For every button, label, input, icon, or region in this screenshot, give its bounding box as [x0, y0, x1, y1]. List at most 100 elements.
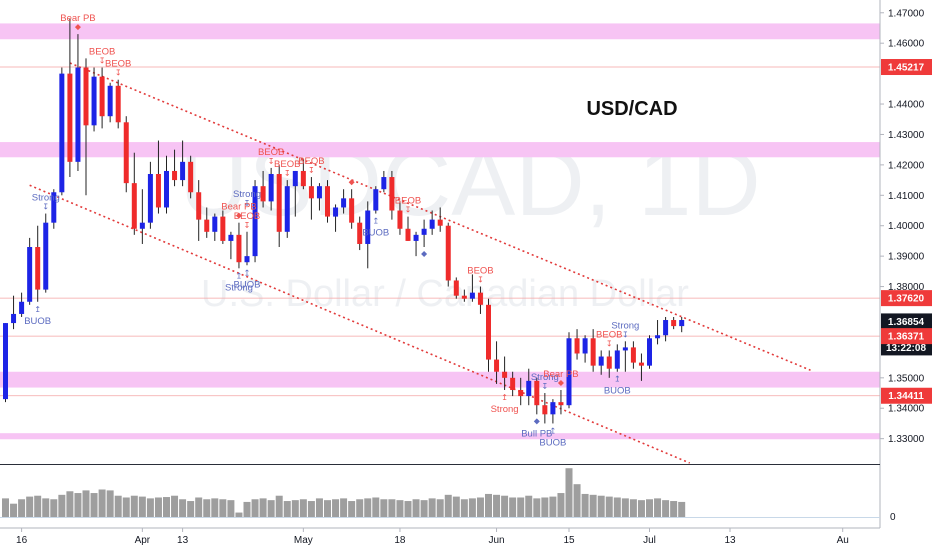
candle-13 — [107, 82, 113, 123]
candle-body — [11, 313, 17, 324]
volume-bar-18 — [146, 498, 154, 517]
volume-bar-20 — [163, 497, 170, 517]
candle-78 — [630, 341, 636, 369]
annotation-diamond — [557, 379, 564, 386]
candle-37 — [300, 158, 306, 190]
annotation-label: Strong — [611, 320, 639, 331]
annotation-2: ↧BEOB — [105, 59, 131, 78]
candle-body — [445, 225, 451, 281]
x-tick-label-5: Jun — [488, 535, 504, 546]
volume-bar-4 — [34, 495, 42, 517]
x-tick-label-1: Apr — [135, 535, 151, 546]
candle-72 — [582, 335, 588, 363]
candle-73 — [590, 329, 596, 372]
trendline-1 — [29, 184, 691, 464]
axes — [0, 0, 881, 529]
candle-14 — [115, 79, 121, 129]
watermark-name: U.S. Dollar / Canadian Dollar — [201, 273, 689, 315]
annotation-arrow: ↧ — [405, 206, 412, 215]
candle-51 — [413, 231, 419, 257]
price-label-box — [881, 59, 932, 76]
candle-body — [679, 320, 685, 327]
volume-bar-11 — [90, 493, 98, 517]
annotation-label: Bear PB — [60, 13, 95, 24]
y-tick-label-11: 1.33000 — [888, 434, 925, 445]
zone-band-1 — [0, 142, 880, 158]
annotation-16 — [421, 251, 428, 258]
volume-bar-42 — [340, 498, 348, 517]
candle-74 — [598, 350, 604, 375]
annotation-label: BEOB — [467, 266, 493, 277]
candle-36 — [292, 170, 298, 217]
annotation-23: ↧BEOB — [596, 329, 622, 348]
candle-body — [147, 174, 153, 223]
candle-22 — [180, 140, 186, 187]
price-label-text: 1.45217 — [888, 63, 925, 74]
volume-bar-57 — [460, 499, 468, 517]
volume-bar-16 — [130, 495, 138, 517]
candle-body — [333, 207, 339, 217]
volume-bar-23 — [187, 501, 195, 517]
volume-bar-9 — [74, 493, 82, 517]
candle-39 — [316, 183, 322, 211]
candle-15 — [123, 116, 129, 193]
volume-bar-39 — [315, 498, 323, 517]
candle-12 — [99, 67, 105, 129]
volume-bar-84 — [678, 501, 686, 517]
candle-1 — [11, 295, 17, 330]
volume-bar-33 — [267, 500, 275, 517]
candle-24 — [196, 180, 202, 241]
candle-52 — [421, 219, 427, 248]
candle-body — [494, 359, 500, 372]
volume-bar-13 — [106, 490, 114, 517]
annotation-arrow: ↧ — [268, 157, 275, 166]
annotation-1: ↧BEOB — [89, 47, 115, 66]
volume-bar-50 — [404, 501, 412, 517]
price-label-box — [881, 290, 932, 307]
candle-76 — [614, 344, 620, 372]
x-tick-label-2: 13 — [177, 535, 189, 546]
volume-bar-67 — [541, 497, 549, 517]
y-tick-label-7: 1.39000 — [888, 252, 925, 263]
candle-80 — [647, 335, 652, 369]
candle-54 — [437, 207, 443, 232]
candle-body — [461, 295, 467, 299]
candle-body — [647, 338, 652, 366]
candle-42 — [341, 189, 347, 214]
candle-body — [43, 222, 49, 290]
volume-bar-43 — [348, 501, 356, 517]
volume-bar-44 — [356, 499, 364, 517]
candle-38 — [308, 177, 314, 220]
candle-21 — [172, 149, 178, 187]
candle-body — [429, 219, 435, 229]
annotation-arrow: ↧ — [622, 330, 629, 339]
candle-body — [373, 189, 379, 211]
annotation-arrow: ↥ — [550, 426, 557, 435]
candle-55 — [445, 222, 451, 287]
price-label-box — [881, 313, 932, 330]
candle-82 — [663, 316, 669, 342]
annotation-label: Bear PB — [543, 369, 578, 380]
candle-body — [598, 356, 604, 366]
candle-body — [75, 67, 81, 162]
candle-body — [172, 170, 178, 181]
volume-bar-58 — [468, 498, 476, 517]
price-label-text: 1.34411 — [888, 391, 924, 402]
candle-70 — [566, 332, 572, 409]
candle-body — [67, 73, 73, 162]
candle-30 — [244, 231, 250, 266]
candle-17 — [139, 189, 145, 244]
x-tick-label-9: Au — [837, 535, 849, 546]
candle-body — [3, 323, 8, 400]
candle-body — [51, 192, 57, 223]
candle-69 — [558, 389, 564, 415]
candle-body — [510, 377, 516, 390]
annotation-0: Bear PB — [60, 13, 96, 31]
volume-bar-0 — [2, 498, 9, 517]
candle-53 — [429, 210, 435, 235]
time-axis-ticks: 16 Apr 13 May 18 Jun 15 Jul 13 Au — [16, 528, 849, 546]
volume-bar-38 — [307, 501, 315, 517]
candle-6 — [51, 189, 57, 229]
y-tick-label-1: 1.46000 — [888, 39, 925, 50]
